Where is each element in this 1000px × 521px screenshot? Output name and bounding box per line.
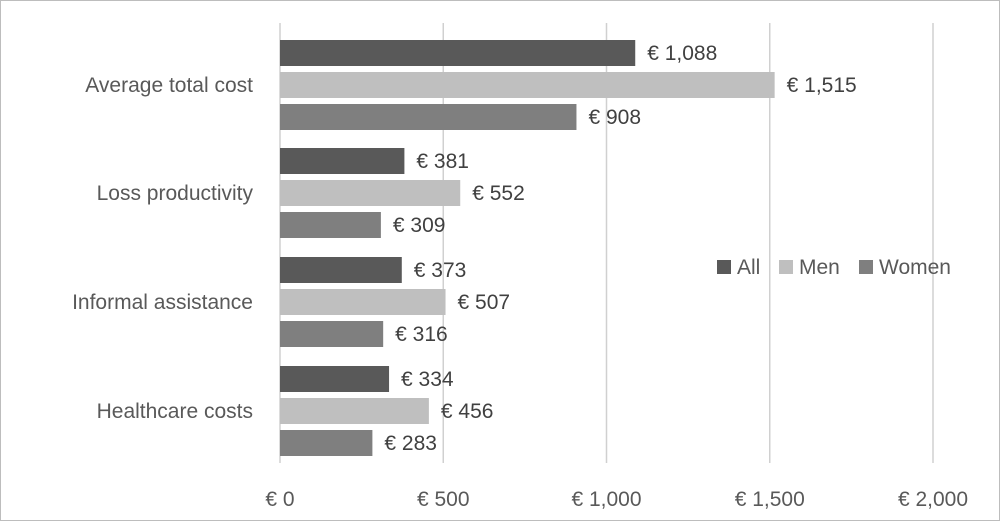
legend-swatch <box>779 260 793 274</box>
data-label: € 309 <box>393 214 446 237</box>
x-tick-label: € 0 <box>265 488 294 511</box>
legend: All Men Women <box>717 256 951 279</box>
x-tick-label: € 500 <box>417 488 470 511</box>
data-label: € 908 <box>588 106 641 129</box>
category-label: Loss productivity <box>97 182 254 205</box>
data-label: € 456 <box>441 400 494 423</box>
bar-all <box>280 257 402 283</box>
category-label: Healthcare costs <box>97 400 253 423</box>
legend-swatch <box>859 260 873 274</box>
bars <box>280 40 775 456</box>
data-label: € 334 <box>401 368 454 391</box>
x-axis-tick-labels: € 0 € 500 € 1,000 € 1,500 € 2,000 <box>265 488 968 511</box>
x-tick-label: € 2,000 <box>898 488 968 511</box>
data-label: € 381 <box>416 150 469 173</box>
data-label: € 373 <box>414 259 467 282</box>
bar-women <box>280 104 577 130</box>
data-label: € 507 <box>458 291 511 314</box>
bar-men <box>280 289 446 315</box>
category-labels: Average total cost Loss productivity Infor… <box>72 74 253 423</box>
bar-all <box>280 40 636 66</box>
bar-all <box>280 148 405 174</box>
legend-label: Men <box>799 256 840 279</box>
data-label: € 552 <box>472 182 525 205</box>
category-label: Average total cost <box>85 74 253 97</box>
data-label: € 283 <box>384 432 437 455</box>
legend-label: Women <box>879 256 951 279</box>
bar-men <box>280 180 461 206</box>
data-label: € 1,515 <box>787 74 857 97</box>
data-label: € 316 <box>395 323 448 346</box>
bar-women <box>280 430 373 456</box>
legend-label: All <box>737 256 760 279</box>
bar-women <box>280 321 384 347</box>
data-labels: € 1,088 € 1,515 € 908 € 381€ 552 € 309 € 373 €… <box>384 42 856 455</box>
bar-men <box>280 72 775 98</box>
x-tick-label: € 1,500 <box>735 488 805 511</box>
x-tick-label: € 1,000 <box>571 488 641 511</box>
bar-men <box>280 398 429 424</box>
data-label: € 1,088 <box>647 42 717 65</box>
category-label: Informal assistance <box>72 291 253 314</box>
bar-women <box>280 212 381 238</box>
legend-swatch <box>717 260 731 274</box>
bar-all <box>280 366 390 392</box>
